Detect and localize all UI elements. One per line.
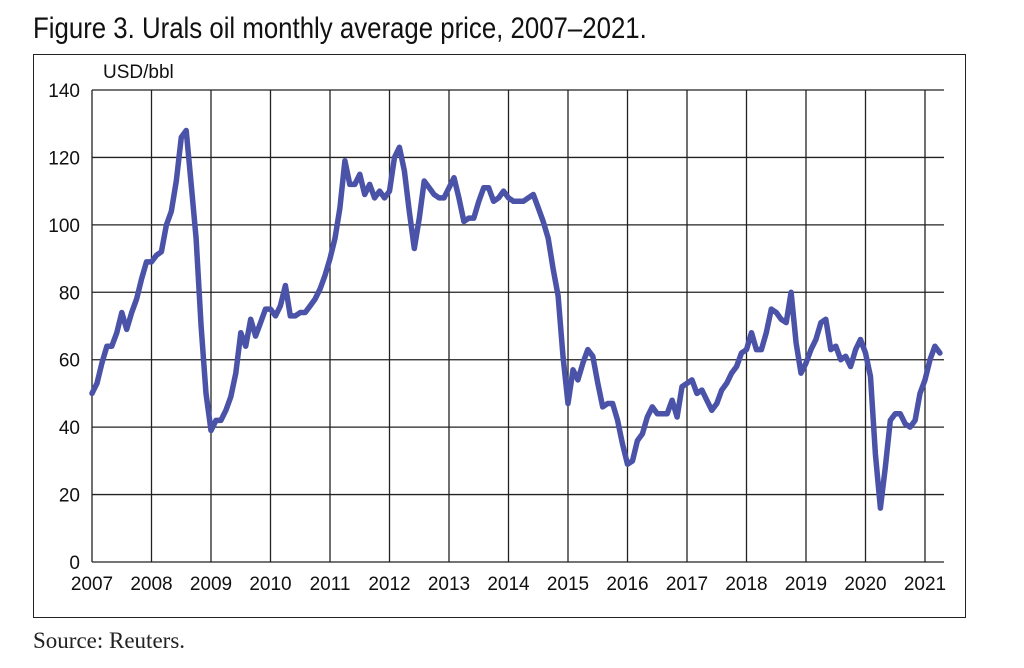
x-tick-label: 2012 xyxy=(368,574,410,595)
y-tick-labels: 0 20 40 60 80 100 120 140 xyxy=(48,81,80,574)
x-tick-label: 2018 xyxy=(725,574,767,595)
x-tick-label: 2009 xyxy=(190,574,232,595)
x-tick-label: 2016 xyxy=(606,574,648,595)
y-tick-label: 120 xyxy=(48,148,80,169)
x-tick-label: 2008 xyxy=(130,574,172,595)
source-note: Source: Reuters. xyxy=(33,628,186,653)
x-tick-label: 2020 xyxy=(844,574,886,595)
y-tick-label: 40 xyxy=(59,418,80,439)
series-line-urals xyxy=(89,127,943,511)
y-tick-label: 20 xyxy=(59,486,80,507)
x-tick-label: 2021 xyxy=(904,574,946,595)
x-tick-label: 2019 xyxy=(785,574,827,595)
y-tick-label: 140 xyxy=(48,81,80,102)
grid-lines xyxy=(91,89,944,563)
y-tick-label: 100 xyxy=(48,216,80,237)
x-tick-label: 2014 xyxy=(487,574,530,595)
y-tick-label: 60 xyxy=(59,351,80,372)
y-tick-label: 0 xyxy=(69,553,80,574)
figure-title: Figure 3. Urals oil monthly average pric… xyxy=(33,12,647,45)
y-axis-label: USD/bbl xyxy=(103,62,174,83)
chart-frame xyxy=(33,54,966,618)
x-tick-label: 2017 xyxy=(666,574,708,595)
x-tick-label: 2011 xyxy=(310,574,351,595)
x-tick-label: 2007 xyxy=(71,574,113,595)
x-tick-labels: 2007 2008 2009 2010 2011 2012 2013 2014 2015 2016… xyxy=(71,574,946,595)
x-tick-label: 2013 xyxy=(428,574,470,595)
x-tick-label: 2015 xyxy=(547,574,589,595)
x-tick-label: 2010 xyxy=(249,574,291,595)
y-tick-label: 80 xyxy=(59,283,80,304)
